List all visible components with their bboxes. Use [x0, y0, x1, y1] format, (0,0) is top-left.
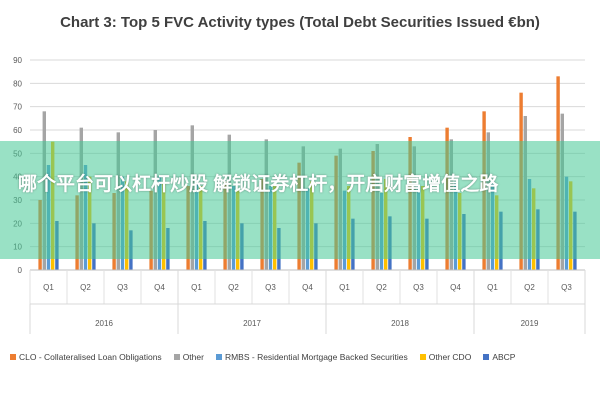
year-label: 2016: [95, 319, 113, 328]
y-tick-label: 70: [13, 103, 22, 112]
x-tick-label: Q2: [80, 283, 91, 292]
x-tick-label: Q2: [228, 283, 239, 292]
year-label: 2018: [391, 319, 409, 328]
x-tick-label: Q2: [376, 283, 387, 292]
legend-label: Other: [182, 352, 204, 362]
x-tick-label: Q1: [191, 283, 202, 292]
chart-title: Chart 3: Top 5 FVC Activity types (Total…: [60, 14, 540, 31]
legend-item: CLO - Collateralised Loan Obligations: [10, 352, 162, 362]
x-tick-label: Q1: [339, 283, 350, 292]
x-tick-label: Q3: [413, 283, 424, 292]
x-tick-label: Q4: [302, 283, 313, 292]
y-tick-label: 90: [13, 56, 22, 65]
promo-banner[interactable]: 哪个平台可以杠杆炒股 解锁证券杠杆，开启财富增值之路: [0, 141, 600, 259]
x-tick-label: Q4: [154, 283, 165, 292]
promo-banner-text: 哪个平台可以杠杆炒股 解锁证券杠杆，开启财富增值之路: [18, 174, 499, 195]
x-tick-label: Q1: [487, 283, 498, 292]
legend-label: ABCP: [492, 352, 516, 362]
legend-swatch: [10, 354, 16, 360]
legend-item: RMBS - Residential Mortgage Backed Secur…: [215, 352, 408, 362]
legend-swatch: [483, 354, 490, 360]
y-tick-label: 0: [18, 266, 23, 275]
y-tick-label: 60: [13, 126, 22, 135]
x-tick-label: Q1: [43, 283, 54, 292]
year-label: 2017: [243, 319, 261, 328]
year-label: 2019: [521, 319, 539, 328]
legend-item: ABCP: [483, 352, 515, 362]
chart-legend: CLO - Collateralised Loan Obligations Oth…: [10, 352, 595, 362]
y-tick-label: 80: [13, 79, 22, 88]
legend-label: CLO - Collateralised Loan Obligations: [19, 352, 162, 362]
legend-swatch: [419, 354, 426, 360]
x-tick-label: Q3: [265, 283, 276, 292]
legend-item: Other CDO: [419, 352, 472, 362]
x-tick-label: Q2: [524, 283, 535, 292]
legend-label: RMBS - Residential Mortgage Backed Secur…: [224, 352, 408, 362]
legend-label: Other CDO: [428, 352, 472, 362]
legend-swatch: [215, 354, 222, 360]
legend-item: Other: [173, 352, 204, 362]
x-tick-label: Q3: [117, 283, 128, 292]
x-tick-label: Q3: [561, 283, 572, 292]
legend-swatch: [173, 354, 180, 360]
x-tick-label: Q4: [450, 283, 461, 292]
